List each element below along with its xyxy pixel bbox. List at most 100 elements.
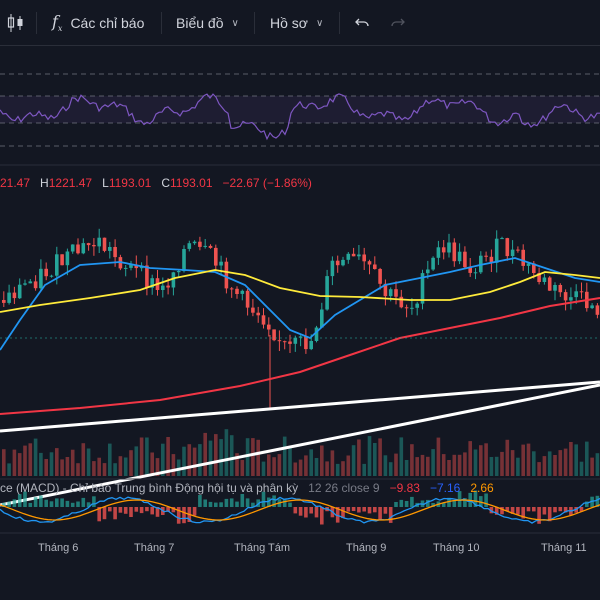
candle-body (325, 276, 329, 310)
candle-body (441, 247, 446, 253)
macd-signal-value: 2.66 (470, 481, 494, 495)
volume-bar (595, 453, 600, 476)
candle-body (489, 256, 494, 263)
candle-body (129, 264, 133, 268)
undo-button[interactable] (354, 0, 370, 46)
volume-bar (441, 454, 446, 476)
macd-histogram-bar (2, 502, 6, 507)
candle-body (171, 272, 176, 288)
macd-histogram-bar (563, 507, 568, 513)
macd-histogram-bar (378, 507, 382, 521)
volume-bar (81, 443, 86, 476)
volume-bar (574, 444, 578, 476)
macd-histogram-bar (489, 507, 494, 514)
candle-body (192, 241, 197, 244)
candle-body (399, 296, 404, 308)
macd-histogram-bar (44, 499, 48, 507)
candle-body (569, 297, 573, 301)
macd-histogram-bar (484, 493, 488, 507)
profile-dropdown[interactable]: Hồ sơ ∨ (270, 0, 323, 46)
macd-histogram-bar (585, 501, 589, 507)
volume-bar (547, 451, 552, 476)
candle-body (261, 315, 266, 325)
low-value: 1193.01 (108, 176, 152, 190)
volume-bar (362, 463, 366, 476)
volume-bar (521, 444, 525, 476)
volume-bar (108, 443, 112, 476)
chart-area[interactable] (0, 46, 600, 600)
candle-body (426, 269, 430, 274)
volume-bar (410, 444, 414, 476)
macd-histogram-bar (118, 507, 123, 513)
volume-bar (17, 453, 22, 476)
macd-histogram-bar (309, 507, 313, 514)
volume-bar (182, 446, 186, 476)
macd-histogram-bar (198, 495, 202, 507)
macd-histogram-bar (102, 507, 107, 520)
macd-histogram-bar (214, 502, 218, 507)
volume-bar (320, 445, 324, 476)
top-toolbar: fx Các chỉ báo Biểu đồ ∨ Hồ sơ ∨ (0, 0, 600, 46)
candle-body (113, 247, 117, 258)
chart-type-button[interactable] (6, 0, 26, 46)
macd-histogram-bar (65, 500, 70, 507)
volume-bar (55, 448, 59, 476)
volume-bar (399, 437, 404, 476)
macd-histogram-bar (208, 501, 213, 507)
volume-bar (510, 450, 515, 476)
volume-bar (330, 450, 335, 476)
volume-bar (293, 462, 298, 476)
candle-body (214, 247, 218, 266)
volume-bar (542, 456, 547, 476)
redo-button[interactable] (390, 0, 406, 46)
macd-histogram-bar (346, 507, 351, 512)
candle-body (452, 242, 457, 262)
candle-body (394, 289, 398, 297)
volume-bar (585, 441, 589, 476)
interval-dropdown[interactable]: Biểu đồ ∨ (176, 0, 239, 46)
candle-body (182, 249, 186, 272)
macd-histogram-bar (473, 490, 478, 507)
candle-body (357, 254, 361, 257)
candle-body (86, 243, 91, 246)
macd-histogram-bar (192, 507, 197, 516)
macd-histogram-bar (341, 507, 345, 519)
volume-bar (590, 457, 594, 476)
macd-histogram-bar (500, 507, 504, 515)
candle-body (373, 264, 377, 269)
candle-body (341, 259, 345, 266)
macd-histogram-bar (49, 501, 54, 507)
ohlc-legend: 21.47 H1221.47 L1193.01 C1193.01 −22.67 … (0, 176, 312, 190)
candle-body (500, 238, 504, 240)
macd-histogram-bar (288, 502, 292, 507)
macd-histogram-bar (92, 496, 96, 507)
candle-body (33, 281, 38, 289)
volume-bar (65, 457, 70, 476)
macd-histogram-bar (394, 502, 398, 507)
macd-histogram-bar (182, 507, 186, 524)
indicators-button[interactable]: fx Các chỉ báo (52, 0, 144, 46)
macd-histogram-bar (335, 507, 340, 523)
candle-body (55, 254, 59, 276)
macd-histogram-bar (139, 507, 144, 514)
volume-bar (235, 453, 239, 476)
ma-fast-line (0, 257, 600, 351)
macd-histogram-bar (452, 500, 457, 507)
macd-histogram-bar (267, 497, 271, 507)
time-label: Tháng 11 (541, 542, 587, 554)
candle-body (60, 254, 64, 266)
candle-body (161, 285, 165, 290)
time-label: Tháng 6 (38, 542, 79, 554)
macd-histogram-bar (532, 507, 536, 512)
candle-body (532, 263, 536, 273)
candle-body (166, 285, 170, 288)
candle-body (240, 290, 245, 294)
macd-histogram-bar (123, 507, 128, 514)
candle-body (70, 244, 75, 252)
volume-bar (558, 450, 563, 476)
volume-bar (420, 454, 425, 476)
candle-body (484, 255, 488, 257)
macd-histogram-bar (86, 502, 91, 507)
macd-histogram-bar (12, 499, 17, 507)
candle-body (516, 249, 520, 251)
